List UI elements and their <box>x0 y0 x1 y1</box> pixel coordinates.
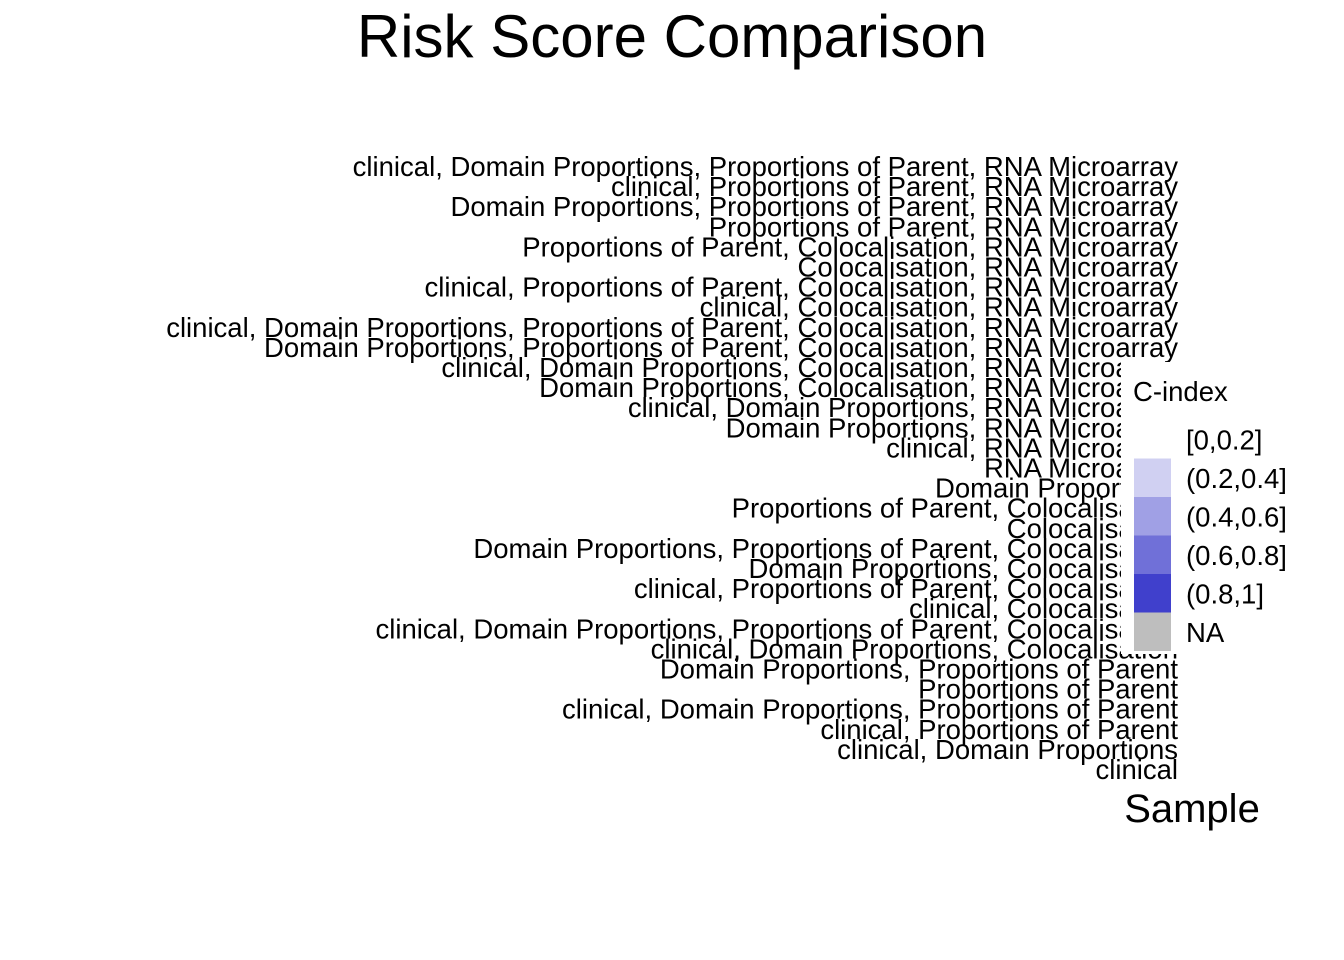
y-tick-label: Proportions of Parent, Colocalisation, R… <box>522 231 1178 262</box>
x-axis-label: Sample <box>1124 787 1260 831</box>
legend-key-swatch <box>1134 497 1171 536</box>
legend-key-label: (0.6,0.8] <box>1186 540 1287 571</box>
y-tick-label: clinical, Domain Proportions, Proportion… <box>376 613 1178 644</box>
legend-key-swatch <box>1134 458 1171 497</box>
legend-title: C-index <box>1133 376 1228 407</box>
legend-key-swatch <box>1134 420 1171 459</box>
y-tick-label: Proportions of Parent, Colocalisation <box>732 493 1178 524</box>
y-axis-tick-labels: clinical, Domain Proportions, Proportion… <box>166 151 1178 785</box>
legend-key-swatch <box>1134 612 1171 651</box>
y-tick-label: clinical <box>1095 754 1178 785</box>
y-tick-label: Domain Proportions, RNA Microarray <box>726 412 1179 443</box>
y-tick-label: Proportions of Parent, RNA Microarray <box>709 211 1178 242</box>
y-tick-label: clinical, Domain Proportions, Proportion… <box>353 151 1179 182</box>
y-tick-label: clinical, Domain Proportions, RNA Microa… <box>628 392 1178 423</box>
y-tick-label: Colocalisation, RNA Microarray <box>797 252 1178 283</box>
y-tick-label: Domain Proportions, Proportions of Paren… <box>450 191 1178 222</box>
legend-key-label: (0.4,0.6] <box>1186 501 1287 532</box>
y-tick-label: Domain Proportions, Proportions of Paren… <box>264 332 1178 363</box>
y-tick-label: clinical, Domain Proportions, Colocalisa… <box>441 352 1178 383</box>
y-tick-label: clinical, Domain Proportions, Colocalisa… <box>651 633 1178 664</box>
y-tick-label: clinical, Proportions of Parent, Colocal… <box>425 272 1179 303</box>
y-tick-label: clinical, Proportions of Parent, Colocal… <box>634 573 1178 604</box>
legend-key-label: (0.2,0.4] <box>1186 463 1287 494</box>
legend-key-swatch <box>1134 535 1171 574</box>
y-tick-label: Domain Proportions, Proportions of Paren… <box>473 533 1178 564</box>
y-tick-label: Domain Proportions, Proportions of Paren… <box>660 654 1179 685</box>
legend-key-swatch <box>1134 574 1171 613</box>
y-tick-label: clinical, Proportions of Parent, RNA Mic… <box>611 171 1178 202</box>
y-tick-label: clinical, Proportions of Parent <box>820 714 1178 745</box>
y-tick-label: Domain Proportions, Colocalisation <box>748 553 1178 584</box>
legend-key-label: [0,0.2] <box>1186 424 1262 455</box>
legend-key-label: (0.8,1] <box>1186 578 1264 609</box>
y-tick-label: Domain Proportions, Colocalisation, RNA … <box>539 372 1178 403</box>
y-tick-label: clinical, Domain Proportions <box>837 734 1178 765</box>
legend-key-label: NA <box>1186 617 1225 648</box>
legend-items: [0,0.2] (0.2,0.4] (0.4,0.6] (0.6,0.8] (0.8,1… <box>1134 420 1287 651</box>
y-tick-label: Proportions of Parent <box>918 674 1178 705</box>
legend: C-index [0,0.2] (0.2,0.4] (0.4,0.6] (0.6,0.… <box>1121 362 1344 654</box>
y-tick-label: clinical, Domain Proportions, Proportion… <box>562 694 1178 725</box>
chart-title: Risk Score Comparison <box>357 3 987 70</box>
y-tick-label: clinical, Colocalisation, RNA Microarray <box>700 292 1179 323</box>
y-tick-label: clinical, Domain Proportions, Proportion… <box>166 312 1178 343</box>
